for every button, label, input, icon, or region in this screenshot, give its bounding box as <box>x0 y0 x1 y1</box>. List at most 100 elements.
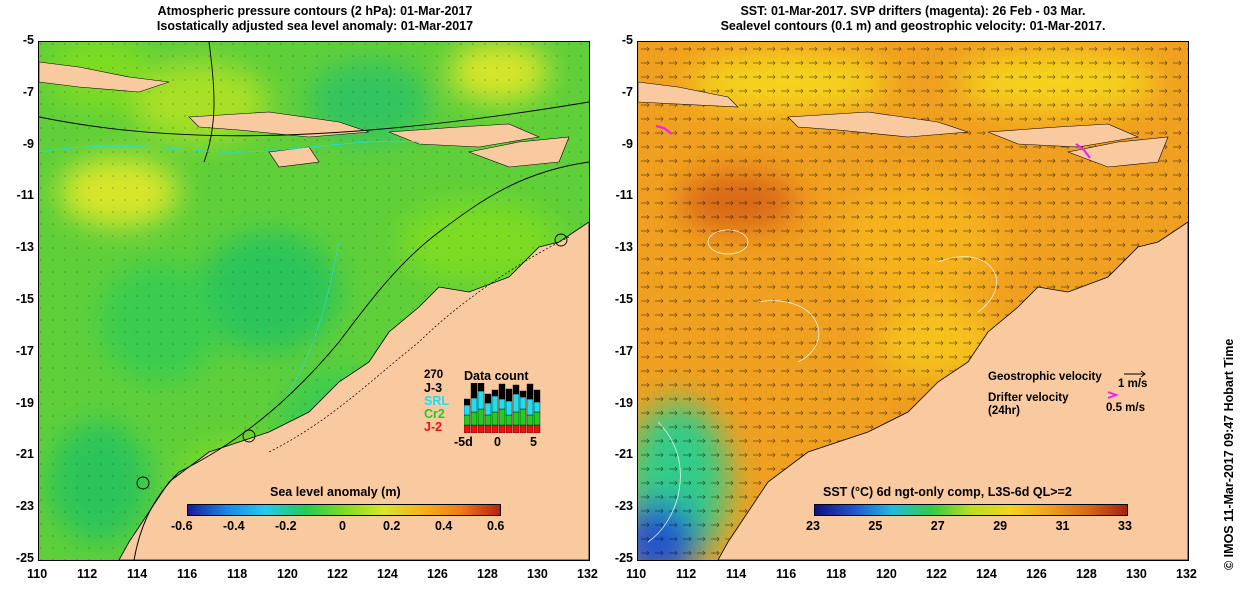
mission-label: SRL <box>424 394 449 408</box>
pressure-contours <box>39 42 589 560</box>
data-count-bar <box>533 401 541 413</box>
australia-landmass <box>118 221 589 560</box>
data-count-bar <box>512 384 520 395</box>
y-tick-label: -25 <box>15 551 34 565</box>
x-tick-label: 122 <box>926 567 947 581</box>
right-title-line2: Sealevel contours (0.1 m) and geostrophi… <box>720 19 1106 33</box>
colorbar-tick-label: 33 <box>1118 519 1132 533</box>
data-count-bar <box>491 395 499 413</box>
x-tick-label: 112 <box>77 567 98 581</box>
data-count-bar <box>491 424 499 433</box>
data-count-bar <box>477 424 485 433</box>
y-tick-label: -7 <box>22 84 34 99</box>
credit-text: © IMOS 11-Mar-2017 09:47 Hobart Time <box>1222 338 1236 570</box>
drifter-velocity-sub: (24hr) <box>988 405 1020 417</box>
x-tick-label: 124 <box>377 567 398 581</box>
x-tick-label: 118 <box>826 567 847 581</box>
colorbar-tick-label: 0 <box>339 519 346 533</box>
left-colorbar-title: Sea level anomaly (m) <box>270 485 401 499</box>
data-count-bar <box>526 383 534 400</box>
left-title-line2: Isostatically adjusted sea level anomaly… <box>156 19 474 33</box>
data-count-bar <box>526 414 534 426</box>
colorbar-tick-label: 0.6 <box>487 519 505 533</box>
x-tick-label: 132 <box>577 567 598 581</box>
y-tick-label: -13 <box>15 240 34 255</box>
data-count-bar <box>498 424 506 433</box>
y-tick-label: -19 <box>614 395 633 410</box>
x-tick-label: 132 <box>1176 567 1197 581</box>
y-tick-label: -9 <box>22 136 34 151</box>
colorbar-tick-label: 0.4 <box>435 519 453 533</box>
geostrophic-scale: 1 m/s <box>1118 378 1148 390</box>
data-count-bar <box>477 383 485 392</box>
sea-level-anomaly-map[interactable]: 270 Data count J-3 SRL Cr2 J-2 -5d 0 5 <box>38 41 590 561</box>
x-tick-label: 120 <box>876 567 897 581</box>
mission-label: J-2 <box>424 420 443 434</box>
data-count-bar <box>519 396 527 410</box>
data-count-axis-label: 0 <box>494 435 501 449</box>
x-tick-label: 114 <box>726 567 747 581</box>
drifter-arrow-icon <box>1107 391 1119 399</box>
data-count-bar <box>498 408 506 426</box>
data-count-bar <box>484 424 492 433</box>
data-count-bar <box>464 424 471 433</box>
right-title-line1: SST: 01-Mar-2017. SVP drifters (magenta)… <box>740 4 1086 18</box>
x-tick-label: 122 <box>327 567 348 581</box>
colorbar-tick-label: -0.6 <box>171 519 193 533</box>
x-tick-label: 130 <box>527 567 548 581</box>
colorbar-tick-label: -0.2 <box>275 519 297 533</box>
y-tick-label: -15 <box>614 292 633 306</box>
x-tick-label: 118 <box>227 567 248 581</box>
data-count-bar <box>533 411 541 426</box>
y-tick-label: -13 <box>614 240 633 255</box>
data-count-bar <box>470 411 478 426</box>
data-count-bar <box>526 398 534 416</box>
x-tick-label: 110 <box>626 567 647 581</box>
data-count-bar <box>477 408 485 426</box>
y-tick-label: -21 <box>15 447 34 462</box>
data-count-bar <box>464 414 471 426</box>
data-count-bar <box>512 393 520 413</box>
drifter-track-1 <box>655 124 673 135</box>
data-count-bar <box>498 398 506 410</box>
data-count-bar <box>470 397 478 413</box>
data-count-bar <box>464 398 471 406</box>
x-tick-label: 116 <box>776 567 797 581</box>
colorbar-tick-label: 23 <box>806 519 820 533</box>
x-tick-label: 120 <box>277 567 298 581</box>
data-count-bar <box>477 390 485 410</box>
data-count-bar <box>505 388 513 402</box>
x-tick-label: 116 <box>177 567 198 581</box>
data-count-bar <box>470 383 478 399</box>
y-tick-label: -5 <box>22 33 34 47</box>
sst-map[interactable]: Geostrophic velocity 1 m/s Drifter veloc… <box>637 41 1189 561</box>
data-count-bar <box>484 393 492 404</box>
left-title-line1: Atmospheric pressure contours (2 hPa): 0… <box>157 4 473 18</box>
mission-label: Cr2 <box>424 407 445 421</box>
data-count-bar <box>526 424 534 433</box>
x-tick-label: 114 <box>127 567 148 581</box>
y-tick-label: -23 <box>614 499 633 514</box>
data-count-max: 270 <box>424 369 444 381</box>
data-count-axis-label: -5d <box>454 435 473 449</box>
y-tick-label: -21 <box>614 447 633 462</box>
x-tick-label: 126 <box>427 567 448 581</box>
geostrophic-velocity-label: Geostrophic velocity <box>988 371 1102 383</box>
left-colorbar <box>187 504 501 516</box>
drifter-track-2 <box>1075 143 1091 159</box>
data-count-bar <box>484 414 492 426</box>
left-map-title: Atmospheric pressure contours (2 hPa): 0… <box>40 4 590 34</box>
x-tick-label: 112 <box>676 567 697 581</box>
colorbar-tick-label: 27 <box>930 519 945 533</box>
australia-landmass-sst <box>717 221 1188 560</box>
data-count-bar <box>512 424 520 433</box>
data-count-bar <box>491 389 499 397</box>
y-tick-label: -15 <box>15 292 34 306</box>
data-count-bar <box>464 404 471 416</box>
colorbar-tick-label: 0.2 <box>383 519 401 533</box>
data-count-title: Data count <box>464 369 529 383</box>
data-count-axis-label: 5 <box>530 435 537 449</box>
x-tick-label: 110 <box>27 567 48 581</box>
y-tick-label: -25 <box>614 551 633 565</box>
data-count-bar <box>470 424 478 433</box>
